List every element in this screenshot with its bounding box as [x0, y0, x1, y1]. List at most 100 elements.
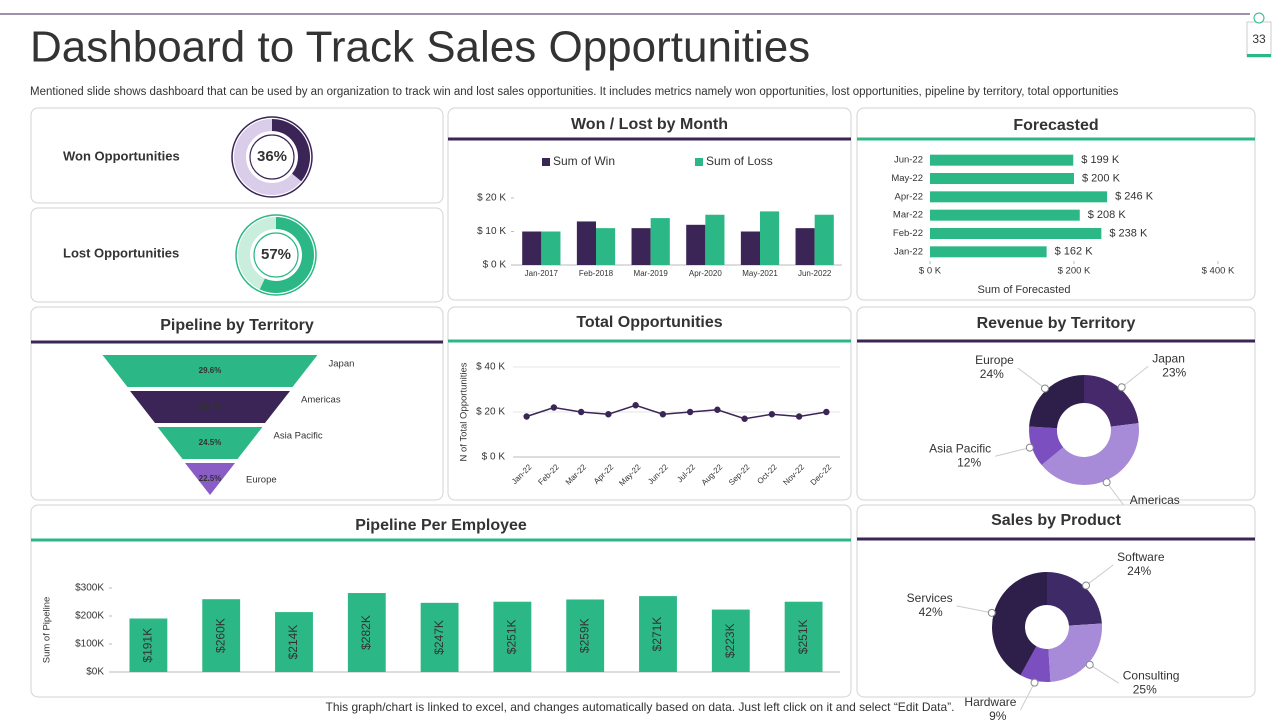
legend-label: Sum of Loss — [706, 154, 773, 168]
funnel-value-label: 24.5% — [199, 438, 222, 447]
footer-note: This graph/chart is linked to excel, and… — [326, 700, 955, 714]
bar-value-label: $247K — [432, 620, 446, 655]
bar-value-label: $ 238 K — [1109, 227, 1148, 239]
y-tick-label: May-22 — [891, 173, 923, 184]
slice-value-label: 42% — [919, 605, 943, 619]
y-tick-label: $0K — [86, 667, 104, 678]
donut-slice — [1029, 426, 1064, 466]
chart-title: Pipeline Per Employee — [355, 517, 527, 534]
page-title: Dashboard to Track Sales Opportunities — [30, 23, 810, 72]
line-point — [659, 411, 667, 418]
line-point — [714, 406, 721, 413]
ring-arc — [259, 217, 314, 293]
bar-value-label: $271K — [650, 617, 664, 652]
donut-slice — [992, 572, 1047, 676]
y-tick-label: Jan-22 — [894, 246, 923, 257]
bar — [930, 246, 1047, 258]
bar — [129, 618, 168, 672]
leader-dot — [1025, 443, 1034, 452]
slice-category: Hardware — [964, 695, 1016, 709]
bar-value-label: $282K — [359, 615, 373, 650]
funnel-stage — [130, 391, 290, 423]
y-tick-label: $100K — [75, 639, 104, 650]
x-tick-label: Feb-2018 — [579, 269, 614, 278]
bar — [576, 221, 596, 265]
y-tick-label: $ 0 K — [482, 452, 506, 463]
y-tick-label: $300K — [75, 583, 104, 594]
funnel-value-label: 28.7% — [199, 402, 222, 411]
leader-line — [1085, 564, 1114, 586]
leader-dot — [987, 608, 996, 617]
line-point — [741, 415, 748, 422]
y-tick-label: $ 10 K — [477, 226, 506, 237]
bar — [814, 214, 834, 265]
y-tick-label: Apr-22 — [894, 191, 923, 202]
y-tick-label: $ 0 K — [483, 260, 507, 271]
bar — [930, 154, 1074, 166]
leader-line — [995, 447, 1030, 457]
page-box-ring — [1253, 12, 1265, 24]
chart-title: Pipeline by Territory — [160, 317, 314, 334]
leader-line — [1017, 367, 1046, 389]
y-axis-label: Sum of Pipeline — [42, 597, 53, 664]
x-axis-label: Sum of Forecasted — [978, 284, 1071, 296]
bar — [760, 211, 780, 265]
legend-label: Sum of Win — [553, 154, 615, 168]
bar — [275, 612, 313, 672]
bar-value-label: $260K — [213, 618, 227, 653]
slice-value-label: 25% — [1133, 682, 1157, 696]
line-point — [605, 411, 612, 418]
bar — [930, 209, 1080, 221]
x-tick-label: Jan-2017 — [525, 269, 559, 278]
chart-title: Forecasted — [1013, 117, 1098, 134]
bar-value-label: $ 246 K — [1115, 191, 1154, 203]
bar — [522, 231, 542, 265]
line-point — [823, 408, 830, 416]
funnel-category: Americas — [301, 395, 341, 406]
panel — [30, 207, 444, 303]
funnel-category: Asia Pacific — [274, 431, 323, 442]
chart-title: Total Opportunities — [576, 314, 722, 331]
bar — [202, 599, 241, 672]
donut-slice — [1047, 572, 1102, 626]
leader-dot — [1102, 478, 1111, 487]
slice-value-label: 9% — [989, 709, 1007, 720]
y-tick-label: Mar-22 — [893, 210, 923, 221]
slice-category: Services — [907, 591, 953, 605]
funnel-category: Europe — [246, 475, 277, 486]
x-tick-label: Jun-2022 — [798, 269, 832, 278]
line-point — [550, 404, 558, 411]
leader-line — [1020, 682, 1036, 711]
leader-dot — [1030, 678, 1039, 687]
donut-slice — [1041, 423, 1139, 485]
leader-dot — [1082, 581, 1091, 590]
funnel-value-label: 29.6% — [199, 366, 222, 375]
ring-center — [253, 232, 299, 278]
x-tick-label: $ 0 K — [919, 266, 942, 277]
bar — [930, 228, 1102, 239]
bar — [740, 231, 760, 265]
bar-value-label: $ 208 K — [1088, 209, 1127, 221]
leader-dot — [1085, 660, 1094, 669]
line-point — [632, 402, 639, 409]
ring-arc — [271, 119, 310, 182]
kpi-label: Won Opportunities — [63, 148, 180, 163]
bar-value-label: $251K — [505, 620, 519, 655]
bar — [596, 228, 616, 265]
leader-dot — [1040, 384, 1049, 393]
line-point — [686, 408, 694, 416]
line-point — [768, 411, 776, 418]
page-box-accent — [1247, 54, 1271, 57]
slice-category: Software — [1117, 550, 1165, 564]
bar-value-label: $ 162 K — [1055, 246, 1094, 258]
bar — [347, 593, 386, 672]
leader-line — [956, 605, 992, 614]
kpi-value: 57% — [261, 246, 291, 263]
leader-line — [1089, 664, 1120, 684]
x-tick-label: Apr-2020 — [689, 269, 722, 278]
y-tick-label: Feb-22 — [893, 228, 923, 239]
bar — [795, 228, 815, 265]
leader-dot — [1117, 383, 1126, 392]
line-point — [577, 408, 585, 416]
